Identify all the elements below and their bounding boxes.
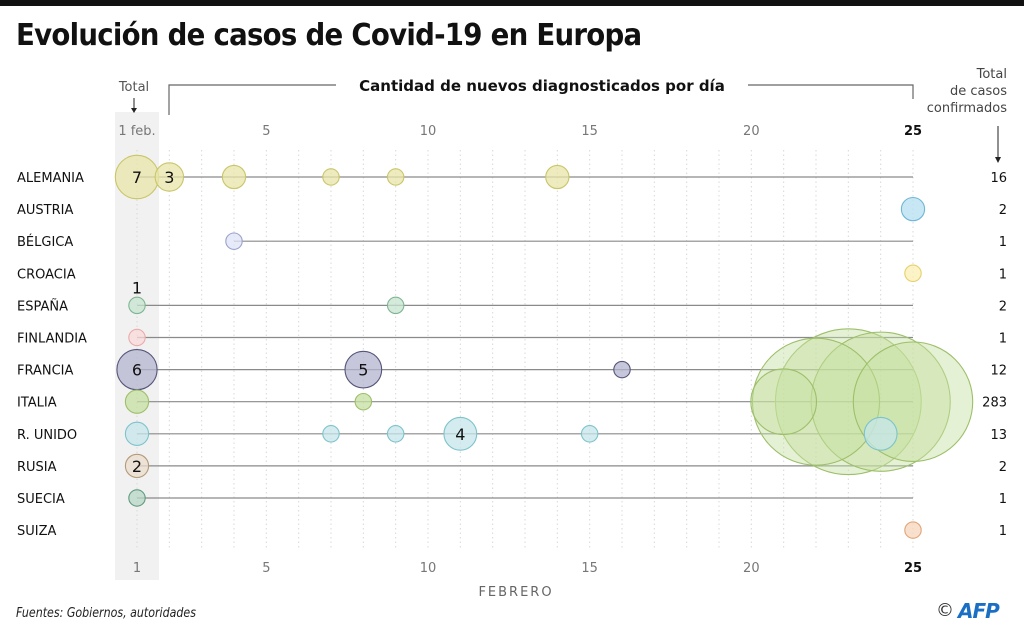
bubble-label: 5 (358, 361, 368, 380)
bubble-alemania-day-14 (545, 164, 570, 190)
right-header-line-0: Total (976, 67, 1007, 82)
right-header-line-2: confirmados (927, 101, 1007, 116)
country-label: FRANCIA (17, 364, 74, 379)
bubble-alemania-day-7 (322, 168, 340, 186)
total-confirmed-value: 13 (990, 428, 1007, 443)
bubble-label: 6 (132, 361, 142, 380)
bottom-tick-label: 15 (581, 561, 598, 576)
bubble-italia-day-8 (354, 392, 373, 411)
bubble-label: 1 (132, 278, 142, 297)
bubble-runido-day-24 (863, 416, 898, 451)
bubble-runido-day-15 (580, 425, 599, 443)
top-tick-label: 20 (743, 124, 760, 139)
bottom-tick-label: 1 (133, 561, 141, 576)
total-confirmed-value: 2 (999, 299, 1007, 314)
country-label: BÉLGICA (17, 234, 73, 250)
top-rule (0, 0, 1024, 6)
bubble-croacia-day-25 (904, 264, 922, 283)
bottom-tick-label: 5 (262, 561, 270, 576)
bottom-tick-label: 10 (420, 561, 437, 576)
total-confirmed-value: 1 (999, 492, 1007, 507)
total-confirmed-value: 2 (999, 460, 1007, 475)
bubble-blgica-day-4 (225, 232, 243, 250)
bubble-italia-day-1 (124, 389, 150, 414)
top-tick-label: 25 (904, 124, 922, 139)
bubble-label: 7 (132, 168, 142, 187)
bubble-francia-day-8 (344, 350, 383, 389)
country-label: AUSTRIA (17, 203, 73, 218)
bubble-alemania-day-4 (221, 164, 247, 190)
bubble-finlandia-day-1 (128, 328, 146, 347)
total-confirmed-value: 1 (999, 332, 1007, 347)
total-confirmed-value: 1 (999, 235, 1007, 250)
bottom-tick-label: 25 (904, 561, 922, 576)
total-confirmed-value: 1 (999, 267, 1007, 282)
bubble-runido-day-1 (124, 421, 150, 446)
chart-title: Evolución de casos de Covid-19 en Europa (16, 18, 642, 53)
chart-subtitle: Cantidad de nuevos diagnosticados por dí… (359, 77, 725, 95)
bubble-label: 3 (164, 168, 174, 187)
country-label: ESPAÑA (17, 298, 68, 314)
top-tick-label: 10 (420, 124, 437, 139)
copyright-icon: © (936, 600, 954, 621)
afp-logo: AFP (958, 599, 1000, 623)
country-label: ITALIA (17, 396, 57, 411)
total-arrow-head-icon (131, 108, 137, 113)
source-note: Fuentes: Gobiernos, autoridades (16, 606, 196, 621)
x-axis-label: FEBRERO (478, 585, 553, 600)
country-label: SUECIA (17, 492, 65, 507)
total-confirmed-value: 2 (999, 203, 1007, 218)
total-confirmed-value: 12 (990, 364, 1007, 379)
bubble-espaa-day-9 (386, 296, 405, 315)
right-arrow-head-icon (995, 157, 1001, 163)
country-label: R. UNIDO (17, 428, 77, 443)
subtitle-bracket-right (748, 84, 914, 99)
bubble-espaa-day-1 (128, 296, 146, 315)
country-label: CROACIA (17, 267, 76, 282)
country-label: FINLANDIA (17, 332, 87, 347)
bubble-francia-day-16 (613, 360, 631, 379)
total-confirmed-value: 283 (982, 396, 1007, 411)
bubble-runido-day-9 (386, 425, 405, 443)
bubble-label: 4 (455, 425, 465, 444)
right-header-line-1: de casos (950, 84, 1007, 99)
total-confirmed-value: 16 (990, 171, 1007, 186)
bubble-label: 2 (132, 457, 142, 476)
bubble-runido-day-7 (322, 425, 340, 443)
bubble-alemania-day-9 (386, 168, 405, 186)
bubble-suecia-day-1 (128, 489, 146, 507)
top-tick-label: 1 feb. (118, 124, 155, 139)
country-label: SUIZA (17, 524, 57, 539)
bubble-alemania-day-2 (154, 162, 185, 192)
bubble-rusia-day-1 (124, 453, 150, 479)
country-label: ALEMANIA (17, 171, 84, 186)
top-tick-label: 15 (581, 124, 598, 139)
bottom-tick-label: 20 (743, 561, 760, 576)
total-header: Total (118, 80, 149, 95)
top-tick-label: 5 (262, 124, 270, 139)
subtitle-bracket-left (168, 84, 336, 115)
bubble-suiza-day-25 (904, 521, 922, 539)
bubble-runido-day-11 (443, 416, 478, 451)
bubble-italia-day-21 (750, 368, 818, 436)
bubble-austria-day-25 (900, 196, 926, 222)
bubble-italia-day-24 (810, 331, 951, 472)
country-label: RUSIA (17, 460, 57, 475)
total-confirmed-value: 1 (999, 524, 1007, 539)
